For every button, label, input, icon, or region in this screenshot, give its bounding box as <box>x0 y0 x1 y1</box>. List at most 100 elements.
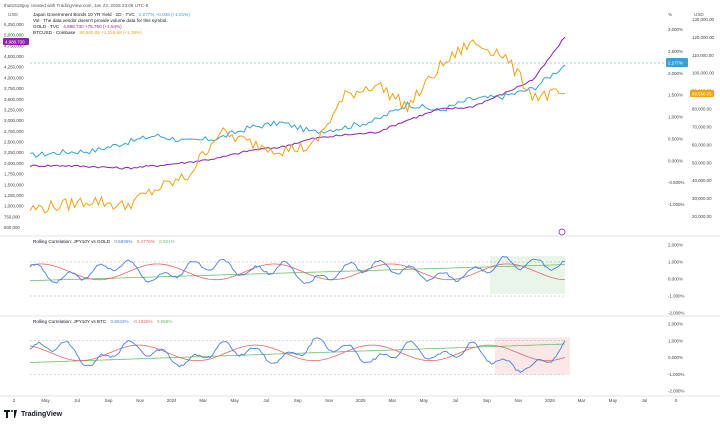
left-axis-tick-label: 2,750,000 <box>4 129 24 134</box>
right-axis-usd-unit: USD <box>694 12 704 17</box>
panel2-value-1: 0.6042% <box>110 319 129 324</box>
right-axis-pct-tick-label: -1.000% <box>668 202 684 207</box>
time-axis-label: May <box>609 398 618 403</box>
panel-tick-label: 1.000% <box>668 260 683 265</box>
time-axis-label: Mar <box>578 398 586 403</box>
time-axis-label: May <box>41 398 50 403</box>
panel-correlation-line <box>29 255 566 285</box>
left-axis-tick-label: 5,250,000 <box>4 22 24 27</box>
panel-tick-label: 2.000% <box>668 322 683 327</box>
btc-price-badge-label: 89,560.05 <box>692 91 712 96</box>
time-axis-label: Jul <box>74 398 80 403</box>
right-axis-pct-tick-label: 2.000% <box>668 71 683 76</box>
panel-tick-label: -2.000% <box>668 311 684 316</box>
time-axis-label: May <box>231 398 240 403</box>
panel-trend-line <box>29 264 566 282</box>
panel-correlation-line <box>29 337 566 373</box>
right-axis-usd-tick-label: 20,000.00 <box>692 214 712 219</box>
left-axis-tick-label: 4,000,000 <box>4 75 24 80</box>
panel-tick-label: 0.000% <box>668 277 683 282</box>
panel1-value-3: 0.921% <box>159 239 175 244</box>
panel-tick-label: -1.000% <box>668 372 684 377</box>
right-axis-pct-tick-label: 0.500% <box>668 136 683 141</box>
time-axis-label: S <box>675 398 678 403</box>
legend-btc-name: BTCUSD · Coinbase <box>33 30 76 35</box>
left-axis-unit: USD <box>8 12 18 17</box>
right-axis-pct-tick-label: -0.500% <box>668 180 684 185</box>
legend-jgb-value: 2.277% +0.036 (+1.61%) <box>138 12 190 17</box>
panel-tick-label: 2.000% <box>668 243 683 248</box>
time-axis-label: Sep <box>483 398 491 403</box>
right-axis-pct-tick-label: 2.500% <box>668 49 683 54</box>
panel1-value-2: 0.4776% <box>136 239 155 244</box>
panel-smoothed-line <box>29 344 566 362</box>
panel1-value-1: 0.5935% <box>114 239 133 244</box>
legend-gold-value: 4,988.730 +75.760 (+1.54%) <box>63 24 122 29</box>
time-axis-label: Nov <box>136 398 145 403</box>
left-axis-tick-label: 3,500,000 <box>4 97 24 102</box>
time-axis-label: May <box>420 398 429 403</box>
right-axis-usd-tick-label: 30,000.00 <box>692 196 712 201</box>
left-axis-tick-label: 3,000,000 <box>4 118 24 123</box>
left-axis-tick-label: 500,000 <box>4 225 20 230</box>
legend-jgb[interactable]: Japan Government Bonds 10 YR Yield · 1D … <box>33 12 190 17</box>
right-axis-pct-tick-label: 1.500% <box>668 93 683 98</box>
right-axis-pct-tick-label: 1.000% <box>668 115 683 120</box>
btc-price-line <box>29 39 566 214</box>
tradingview-mark-icon <box>4 410 18 418</box>
right-axis-pct-tick-label: 3.000% <box>668 27 683 32</box>
legend-btc-value: 89,560.05 +1,228.88 (+1.39%) <box>79 30 142 35</box>
right-axis-usd-tick-label: 70,000.00 <box>692 124 712 129</box>
panel2-title[interactable]: Rolling Correlation: JPY10Y vs BTC 0.604… <box>33 319 172 324</box>
time-axis-label: Jul <box>453 398 459 403</box>
time-axis-label: 2025 <box>356 398 366 403</box>
time-axis-label: 2 <box>13 398 16 403</box>
right-axis-usd-tick-label: 100,000.00 <box>692 71 715 76</box>
panel2-value-2: -0.1926% <box>132 319 153 324</box>
legend-jgb-name: Japan Government Bonds 10 YR Yield · 1D … <box>33 12 135 17</box>
tradingview-logo: TradingView <box>4 410 62 418</box>
right-axis-usd-tick-label: 80,000.00 <box>692 107 712 112</box>
time-axis-label: Sep <box>294 398 302 403</box>
legend-btc[interactable]: BTCUSD · Coinbase 89,560.05 +1,228.88 (+1… <box>33 30 142 35</box>
right-axis-usd-tick-label: 120,000.00 <box>692 35 715 40</box>
right-axis-usd-tick-label: 60,000.00 <box>692 142 712 147</box>
time-axis-label: 2024 <box>167 398 177 403</box>
right-axis-pct-tick-label: 0.000% <box>668 158 683 163</box>
gold-price-badge-label: 4,988.730 <box>5 39 25 44</box>
right-axis-usd-tick-label: 40,000.00 <box>692 178 712 183</box>
legend-gold[interactable]: GOLD · TVC 4,988.730 +75.760 (+1.54%) <box>33 24 122 29</box>
left-axis-tick-label: 1,750,000 <box>4 172 24 177</box>
panel1-title-text: Rolling Correlation: JPY10Y vs GOLD <box>33 239 111 244</box>
time-axis-label: Jul <box>263 398 269 403</box>
legend-volume-note: Vol · The data vendor doesn't provide vo… <box>33 18 168 23</box>
left-axis-tick-label: 750,000 <box>4 214 20 219</box>
panel1-title[interactable]: Rolling Correlation: JPY10Y vs GOLD 0.59… <box>33 239 175 244</box>
left-axis-tick-label: 1,500,000 <box>4 182 24 187</box>
panel-tick-label: -2.000% <box>668 389 684 394</box>
left-axis-tick-label: 4,750,000 <box>4 43 24 48</box>
gold-price-badge <box>3 38 29 45</box>
chart-header: that1618guy created with TradingView.com… <box>4 3 149 8</box>
panel-trend-line <box>30 343 566 363</box>
time-axis-label: Jul <box>642 398 648 403</box>
left-axis-tick-label: 1,000,000 <box>4 204 24 209</box>
panel2-title-text: Rolling Correlation: JPY10Y vs BTC <box>33 319 107 324</box>
left-axis-tick-label: 2,500,000 <box>4 140 24 145</box>
time-axis-label: Nov <box>514 398 523 403</box>
panel-tick-label: 0.000% <box>668 355 683 360</box>
event-marker-icon <box>558 228 566 236</box>
jgb-yield-badge-label: 2.277% <box>668 61 683 66</box>
left-axis-tick-label: 3,750,000 <box>4 86 24 91</box>
time-axis-label: Sep <box>105 398 113 403</box>
jgb-yield-badge <box>666 58 688 67</box>
left-axis-tick-label: 1,250,000 <box>4 193 24 198</box>
left-axis-tick-label: 2,250,000 <box>4 150 24 155</box>
left-axis-tick-label: 3,250,000 <box>4 107 24 112</box>
left-axis-tick-label: 4,500,000 <box>4 54 24 59</box>
btc-price-badge <box>690 90 714 97</box>
tradingview-brand-text: TradingView <box>21 410 63 418</box>
right-axis-usd-tick-label: 110,000.00 <box>692 53 714 58</box>
left-axis-tick-label: 5,000,000 <box>4 33 24 38</box>
